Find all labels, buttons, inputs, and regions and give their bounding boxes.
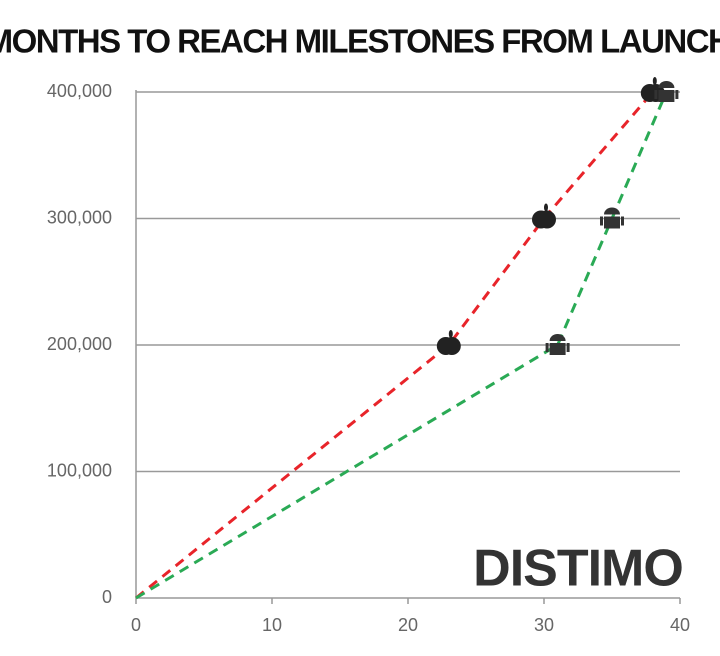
apple-leaf — [448, 330, 453, 338]
apple-leaf — [544, 203, 548, 212]
android-arm — [675, 90, 679, 99]
point-marker — [654, 81, 679, 102]
series-line — [135, 91, 654, 600]
android-arm — [654, 90, 658, 99]
x-tick-label: 10 — [262, 615, 282, 635]
android-head — [604, 207, 620, 215]
android-body — [658, 90, 675, 102]
point-marker — [600, 207, 624, 229]
y-tick-label: 200,000 — [47, 334, 112, 354]
y-tick-label: 0 — [102, 587, 112, 607]
y-tick-label: 400,000 — [47, 81, 112, 101]
chart-title: MONTHS TO REACH MILESTONES FROM LAUNCH — [0, 23, 720, 60]
point-marker — [436, 330, 461, 355]
y-tick-label: 300,000 — [47, 207, 112, 227]
point-marker — [532, 203, 556, 229]
y-tick-label: 100,000 — [47, 460, 112, 480]
android-arm — [621, 216, 624, 226]
apple-body — [538, 210, 556, 229]
x-tick-label: 40 — [670, 615, 690, 635]
x-tick-label: 0 — [131, 615, 141, 635]
android-body — [604, 216, 620, 229]
x-tick-label: 30 — [534, 615, 554, 635]
watermark: DISTIMO — [473, 540, 683, 598]
android-arm — [545, 343, 549, 352]
android-arm — [566, 343, 570, 352]
android-head — [549, 334, 566, 341]
apple-body — [442, 337, 461, 355]
android-body — [549, 343, 566, 355]
point-marker — [545, 334, 570, 355]
series-line — [135, 91, 668, 600]
android-arm — [600, 216, 603, 226]
x-tick-label: 20 — [398, 615, 418, 635]
android-head — [658, 81, 675, 88]
apple-leaf — [652, 77, 657, 85]
